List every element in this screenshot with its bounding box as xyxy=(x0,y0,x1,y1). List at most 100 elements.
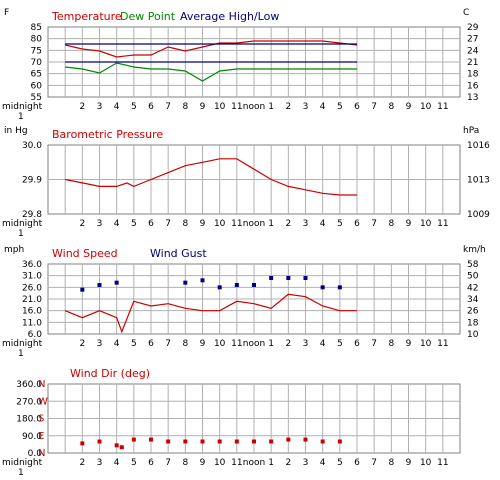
wind-xtick: 11 xyxy=(231,339,242,349)
pressure-xtick: 5 xyxy=(131,219,137,229)
winddir-data-point xyxy=(183,439,188,444)
winddir-xtick: 8 xyxy=(182,458,188,468)
wind-legend-label: Wind Speed xyxy=(52,247,118,260)
winddir-xtick: 11 xyxy=(231,458,242,468)
winddir-data-point xyxy=(303,437,308,442)
winddir-xtick: midnight xyxy=(2,458,43,468)
winddir-ytick: 0.0 xyxy=(28,449,43,459)
wind-xtick: midnight xyxy=(2,339,43,349)
pressure-series-line xyxy=(65,158,357,196)
temperature-ytick: 55 xyxy=(31,93,42,103)
wind-data-point xyxy=(286,276,291,280)
wind-ytick-right: 42 xyxy=(467,283,478,293)
wind-data-point xyxy=(217,285,222,290)
temperature-ytick: 75 xyxy=(31,46,42,56)
temperature-xtick: 7 xyxy=(165,102,171,112)
pressure-ytick-right: 1009 xyxy=(467,210,490,220)
temperature-unit-right: C xyxy=(463,8,469,18)
winddir-xtick: 1 xyxy=(268,458,274,468)
temperature-legend-label: Average High/Low xyxy=(180,10,279,23)
pressure-xtick: 9 xyxy=(200,219,206,229)
wind-xtick: 5 xyxy=(337,339,343,349)
wind-xtick: 7 xyxy=(371,339,377,349)
pressure-ytick-right: 1016 xyxy=(467,141,490,151)
temperature-ytick-right: 24 xyxy=(467,46,479,56)
temperature-xtick: 6 xyxy=(354,102,360,112)
winddir-xtick: 7 xyxy=(371,458,377,468)
temperature-ytick-right: 16 xyxy=(467,81,479,91)
winddir-xtick: 4 xyxy=(114,458,120,468)
pressure-xtick-sub: 1 xyxy=(18,229,24,239)
winddir-data-point xyxy=(97,439,102,444)
pressure-xtick: 7 xyxy=(165,219,171,229)
temperature-xtick: 1 xyxy=(268,102,274,112)
wind-xtick: 2 xyxy=(285,339,291,349)
wind-data-point xyxy=(320,285,325,290)
temperature-xtick: noon xyxy=(243,102,265,112)
wind-xtick: 3 xyxy=(303,339,309,349)
wind-xtick: 4 xyxy=(114,339,120,349)
wind-xtick: 2 xyxy=(79,339,85,349)
wind-data-point xyxy=(200,278,205,283)
pressure-ytick-right: 1013 xyxy=(467,176,490,186)
temperature-xtick: 10 xyxy=(214,102,226,112)
temperature-xtick: 2 xyxy=(79,102,85,112)
wind-data-point xyxy=(303,276,308,280)
pressure-xtick: 3 xyxy=(97,219,103,229)
wind-ytick: 6.0 xyxy=(28,330,43,340)
wind-legend-label: Wind Gust xyxy=(150,247,207,260)
temperature-xtick: 4 xyxy=(114,102,120,112)
temperature-ytick-right: 21 xyxy=(467,58,478,68)
temperature-legend-label: Temperature xyxy=(51,10,122,23)
temperature-xtick-sub: 1 xyxy=(18,112,24,122)
winddir-compass-label: E xyxy=(38,431,44,442)
winddir-xtick: 3 xyxy=(97,458,103,468)
winddir-ytick: 180.0 xyxy=(16,415,42,425)
wind-ytick-right: 26 xyxy=(467,307,479,317)
temperature-series-line xyxy=(65,62,357,82)
winddir-data-point xyxy=(217,439,222,444)
pressure-xtick: 11 xyxy=(231,219,242,229)
temperature-ytick: 85 xyxy=(31,23,42,33)
winddir-xtick: 5 xyxy=(337,458,343,468)
wind-xtick: 5 xyxy=(131,339,137,349)
temperature-xtick: 2 xyxy=(285,102,291,112)
winddir-xtick: 3 xyxy=(303,458,309,468)
wind-xtick: 8 xyxy=(182,339,188,349)
winddir-data-point xyxy=(200,439,205,444)
temperature-xtick: 7 xyxy=(371,102,377,112)
wind-unit-right: km/h xyxy=(463,245,486,255)
temperature-series-line xyxy=(65,40,358,58)
wind-data-point xyxy=(252,283,256,287)
winddir-data-point xyxy=(114,443,119,448)
winddir-data-point xyxy=(80,441,85,446)
temperature-xtick: 6 xyxy=(148,102,154,112)
temperature-ytick-right: 13 xyxy=(467,93,478,103)
temperature-xtick: 8 xyxy=(182,102,188,112)
wind-ytick: 31.0 xyxy=(22,272,42,282)
winddir-data-point xyxy=(166,439,171,444)
winddir-xtick-sub: 1 xyxy=(18,468,24,478)
temperature-unit-left: F xyxy=(4,8,9,18)
pressure-xtick: 2 xyxy=(285,219,291,229)
temperature-ytick-right: 29 xyxy=(467,23,479,33)
wind-xtick-sub: 1 xyxy=(18,349,24,359)
wind-xtick: 8 xyxy=(388,339,394,349)
wind-xtick: 11 xyxy=(437,339,448,349)
winddir-series-points xyxy=(80,437,342,450)
temperature-xtick: 3 xyxy=(303,102,309,112)
wind-series-points xyxy=(80,276,342,292)
wind-ytick-right: 34 xyxy=(467,295,479,305)
temperature-ytick: 70 xyxy=(31,58,43,68)
pressure-xtick: 8 xyxy=(388,219,394,229)
wind-xtick: 6 xyxy=(148,339,154,349)
winddir-xtick: 2 xyxy=(79,458,85,468)
winddir-xtick: 4 xyxy=(320,458,326,468)
wind-data-point xyxy=(97,283,102,287)
temperature-legend-label: Dew Point xyxy=(120,10,176,23)
pressure-legend-label: Barometric Pressure xyxy=(52,128,163,141)
wind-xtick: 10 xyxy=(214,339,226,349)
